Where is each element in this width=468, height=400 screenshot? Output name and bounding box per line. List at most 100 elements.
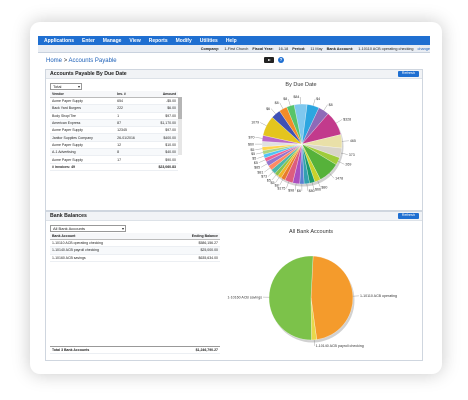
breadcrumb-home[interactable]: Home [46, 58, 63, 64]
pie-leader-line [294, 183, 297, 191]
bank-table-row[interactable]: 1-10110 ACB operating checking $586,156.2… [50, 239, 220, 248]
menu-applications[interactable]: Applications [44, 37, 75, 44]
ap-panel-header: Accounts Payable By Due Date Refresh [46, 70, 422, 79]
ap-table-cell: $10.00 [146, 141, 178, 150]
pie-label: $60 [248, 142, 254, 146]
bank-panel-header: Bank Balances Refresh [46, 212, 422, 221]
pie-leader-line [312, 182, 315, 190]
pie-leader-line [255, 137, 263, 139]
pie-leader-line [279, 102, 284, 109]
ap-table-cell: Acme Paper Supply [50, 141, 116, 150]
ap-table-row[interactable]: Back Yard Burgers 222 $6.00 [50, 104, 178, 113]
col-amount[interactable]: Amount [146, 91, 178, 98]
menu-utilities[interactable]: Utilities [199, 37, 218, 44]
col-invoice[interactable]: Inv. # [115, 91, 147, 98]
menu-reports[interactable]: Reports [148, 37, 168, 44]
pie-leader-line [270, 108, 276, 114]
help-icon[interactable]: ? [278, 57, 284, 63]
ap-filter-select[interactable]: Total [50, 83, 82, 90]
menu-view[interactable]: View [129, 37, 141, 44]
pie-label: 373 [349, 153, 355, 157]
ap-table-row[interactable]: A-1 Advertising 8 $40.00 [50, 148, 178, 157]
ap-table-cell: Janitor Supplies Company [50, 133, 116, 142]
pie-label: 1-10140 ACB payroll checking [316, 344, 364, 348]
ap-table-cell: 17 [115, 155, 147, 164]
breadcrumb: Home > Accounts Payable [46, 58, 117, 64]
ap-table-cell: $40.00 [146, 148, 178, 157]
ap-table-cell: Back Yard Burgers [50, 104, 116, 113]
ap-table-cell: $97.00 [146, 112, 178, 120]
ap-table-cell: 26-01/2016 [115, 133, 147, 142]
ap-total-value: $23,060.83 [146, 162, 178, 171]
ap-table-row[interactable]: Janitor Supplies Company 26-01/2016 $400.0… [50, 133, 178, 142]
pie-leader-line [271, 174, 277, 181]
col-bank-account[interactable]: Bank Account [50, 233, 160, 240]
ap-table-cell: Body Shop/Tire [50, 112, 116, 120]
bank-table-cell: $635,634.00 [159, 254, 220, 262]
bank-table-row[interactable]: 1-10160 ACB savings $635,634.00 [50, 254, 220, 262]
bank-table-row[interactable]: 1-10140 ACB payroll checking $25,000.00 [50, 246, 220, 255]
pie-leader-line [340, 152, 348, 155]
ap-table-row[interactable]: Acme Paper Supply 12 $10.00 [50, 141, 178, 150]
pie-leader-line [288, 99, 291, 106]
ap-table-cell: A-1 Advertising [50, 148, 116, 157]
pie-label: $6 [297, 189, 301, 193]
pie-leader-line [329, 173, 335, 179]
ap-table-row[interactable]: Acme Paper Supply 12345 $97.00 [50, 126, 178, 135]
ap-table-scrollbar[interactable] [178, 97, 182, 155]
pie-label: $5 [267, 178, 271, 182]
pie-label: $70 [248, 136, 254, 140]
col-vendor[interactable]: Vendor [50, 91, 116, 98]
pie-slice[interactable] [310, 255, 354, 340]
pie-label: $98 [288, 189, 294, 193]
bank-total-value: $1,246,790.27 [153, 345, 220, 355]
menu-enter[interactable]: Enter [82, 37, 95, 44]
change-link[interactable]: change [417, 46, 430, 51]
menu-modify[interactable]: Modify [175, 37, 192, 44]
video-play-icon[interactable] [264, 57, 274, 63]
bank-table-cell: 1-10110 ACB operating checking [50, 239, 160, 248]
menu-manage[interactable]: Manage [102, 37, 122, 44]
bank-refresh-button[interactable]: Refresh [397, 213, 419, 219]
bank-table-cell: $586,156.27 [159, 239, 220, 248]
company-label: Company: [200, 46, 220, 51]
pie-label: $85 [254, 165, 260, 169]
pie-leader-line [323, 104, 328, 111]
pie-leader-line [261, 163, 268, 168]
ap-table-cell: $400.00 [146, 133, 178, 142]
ap-table-cell: $6.00 [146, 104, 178, 113]
ap-table-cell: 222 [115, 104, 147, 113]
ap-table-cell: Acme Paper Supply [50, 97, 116, 106]
pie-leader-line [336, 119, 343, 124]
ap-table-row[interactable]: Acme Paper Supply 17 $90.00 [50, 155, 178, 164]
bank-panel-title: Bank Balances [50, 213, 87, 219]
pie-leader-line [260, 122, 267, 126]
ap-table-cell: American Express [50, 119, 116, 128]
col-ending-balance[interactable]: Ending Balance [159, 233, 220, 240]
pie-label: $66 [315, 188, 321, 192]
fiscal-year-label: Fiscal Year: [252, 46, 274, 51]
ap-table-cell: 1 [115, 112, 147, 120]
pie-leader-line [306, 183, 308, 191]
bank-account-label: Bank Account: [326, 46, 354, 51]
ap-table-row[interactable]: Body Shop/Tire 1 $97.00 [50, 112, 178, 120]
pie-leader-line [258, 159, 266, 163]
menu-help[interactable]: Help [225, 37, 237, 44]
bank-table: Bank Account Ending Balance 1-10110 ACB … [50, 233, 220, 262]
ap-chart-title: By Due Date [285, 82, 317, 88]
ap-table-row[interactable]: Acme Paper Supply 654 -$5.00 [50, 97, 178, 106]
bank-filter-select[interactable]: All Bank Accounts [50, 225, 126, 232]
pie-slice[interactable] [268, 255, 314, 341]
pie-label: $5 [250, 148, 254, 152]
breadcrumb-current: Accounts Payable [68, 58, 117, 64]
period-label: Period: [292, 46, 306, 51]
bank-table-cell: 1-10160 ACB savings [50, 254, 160, 262]
bank-total-label: Total 3 Bank Accounts [50, 345, 154, 355]
pie-leader-line [256, 152, 263, 155]
pie-leader-line [255, 148, 263, 150]
pie-label: 1478 [335, 177, 343, 181]
pie-label: $73 [261, 175, 267, 179]
pie-label: $80 [321, 185, 327, 189]
ap-table-row[interactable]: American Express 87 $1,170.00 [50, 119, 178, 128]
ap-refresh-button[interactable]: Refresh [397, 71, 419, 77]
